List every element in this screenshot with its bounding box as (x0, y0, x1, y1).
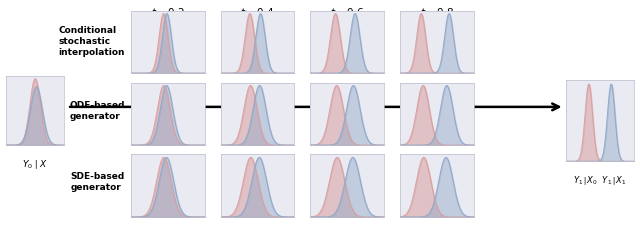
Text: $t = 0.8$: $t = 0.8$ (420, 6, 454, 18)
Text: $Y_1\!\mid\! X_0 \ \ Y_1\!\mid\! X_1$: $Y_1\!\mid\! X_0 \ \ Y_1\!\mid\! X_1$ (573, 173, 627, 186)
Text: Conditional
stochastic
interpolation: Conditional stochastic interpolation (58, 26, 125, 57)
Text: SDE-based
generator: SDE-based generator (70, 171, 125, 191)
Text: $t = 0.4$: $t = 0.4$ (240, 6, 275, 18)
Text: $Y_0\mid X$: $Y_0\mid X$ (22, 158, 48, 171)
Text: $t = 0.2$: $t = 0.2$ (151, 6, 185, 18)
Text: ODE-based
generator: ODE-based generator (69, 101, 125, 121)
Text: $t = 0.6$: $t = 0.6$ (330, 6, 365, 18)
